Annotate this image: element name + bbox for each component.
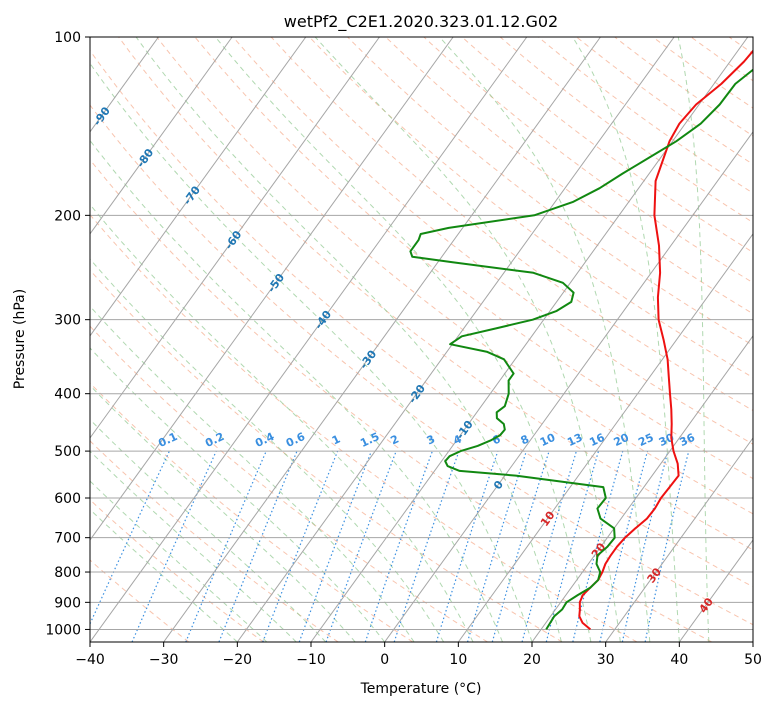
mixing-ratio-line: [435, 450, 499, 642]
moist-adiabat: [90, 384, 356, 642]
dry-adiabat: [90, 158, 712, 642]
y-tick-label: 100: [54, 30, 81, 46]
dry-adiabat: [90, 499, 264, 642]
moist-adiabat: [314, 37, 621, 642]
moist-adiabat: [90, 418, 327, 642]
mixing-ratio-line: [218, 450, 298, 642]
x-tick-label: 20: [523, 652, 541, 668]
y-tick-label: 300: [54, 313, 81, 329]
mixing-ratio-line: [466, 450, 527, 642]
y-tick-label: 200: [54, 208, 81, 224]
dry-adiabat: [156, 37, 753, 515]
isotherm-gridline: [310, 37, 749, 642]
dry-adiabat: [90, 213, 638, 642]
isotherm-gridline: [90, 37, 307, 337]
x-tick-label: 30: [597, 652, 615, 668]
dewpoint-profile: [409, 68, 753, 630]
dry-adiabat: [499, 37, 753, 224]
dry-adiabat: [90, 269, 563, 642]
moist-adiabat: [90, 347, 386, 642]
mixing-ratio-label: 20: [612, 431, 632, 449]
isotherm-gridline: [90, 37, 380, 439]
dry-adiabat: [90, 325, 488, 642]
y-tick-label: 400: [54, 387, 81, 403]
isotherm-gridline: [531, 335, 753, 642]
moist-adiabat: [677, 37, 710, 642]
moist-adiabat: [90, 203, 474, 642]
mixing-ratio-label: 10: [538, 431, 558, 449]
mixing-ratio-line: [644, 450, 690, 642]
y-tick-label: 600: [54, 491, 81, 507]
isotherm-gridline: [90, 37, 528, 642]
isotherm-gridline: [163, 37, 601, 642]
mixing-ratio-line: [298, 450, 372, 642]
moist-adiabat: [90, 508, 238, 642]
y-tick-label: 500: [54, 444, 81, 460]
x-tick-label: 40: [670, 652, 688, 668]
isotherm-gridline: [90, 37, 233, 235]
moist-adiabat: [90, 258, 445, 642]
axes: −40 −30 −20 −10 0 10 20 30 40 50 100 200 300 400 500 60…: [45, 30, 762, 668]
mixing-ratio-label: 13: [565, 431, 584, 449]
mixing-ratio-line: [262, 450, 339, 642]
moist-adiabat: [439, 37, 651, 642]
mixing-ratio-line: [325, 450, 397, 642]
x-axis-title: Temperature (°C): [360, 681, 482, 697]
dry-adiabat: [90, 382, 414, 642]
mixing-ratio-line: [572, 450, 624, 642]
isotherm-gridline: [384, 130, 753, 642]
y-tick-label: 1000: [45, 622, 81, 638]
y-tick-label: 900: [54, 595, 81, 611]
dry-adiabat: [118, 37, 753, 551]
plot-frame: [89, 36, 754, 643]
x-tick-label: −20: [223, 652, 253, 668]
mixing-ratio-line: [185, 450, 267, 642]
y-tick-label: 700: [54, 531, 81, 547]
mixing-ratio-label: 36: [678, 431, 698, 449]
moist-adiabat: [90, 450, 297, 642]
dry-adiabat: [232, 37, 753, 445]
isotherm-gridline: [605, 437, 753, 642]
plot-area: -100-90-80-70-60-50-40-30-20-10010203040…: [90, 37, 753, 642]
mixing-ratio-line: [621, 450, 669, 642]
moist-adiabat: [135, 37, 562, 642]
x-tick-label: 0: [380, 652, 389, 668]
mixing-ratio-line: [599, 450, 649, 642]
mixing-ratio-line: [364, 450, 433, 642]
y-tick-label: 800: [54, 565, 81, 581]
mixing-ratio-label: 25: [636, 431, 655, 449]
isotherm-gridline: [678, 539, 753, 642]
x-tick-label: 10: [449, 652, 467, 668]
x-tick-label: −10: [296, 652, 326, 668]
mixing-ratio-label: 16: [587, 431, 607, 449]
chart-title: wetPf2_C2E1.2020.323.01.12.G02: [284, 12, 558, 32]
x-tick-label: 50: [744, 652, 762, 668]
moist-adiabat: [90, 139, 503, 642]
y-axis-title: Pressure (hPa): [12, 289, 28, 389]
dry-adiabat: [461, 37, 753, 253]
mixing-ratio-line: [521, 450, 577, 642]
x-tick-label: −40: [75, 652, 105, 668]
isotherm-gridline: [457, 233, 753, 642]
dry-adiabat: [90, 49, 753, 588]
moist-adiabat: [90, 62, 533, 642]
dry-adiabat: [90, 104, 753, 626]
dry-adiabat: [423, 37, 753, 284]
isotherm-gridline: [90, 37, 454, 541]
x-tick-label: −30: [149, 652, 179, 668]
